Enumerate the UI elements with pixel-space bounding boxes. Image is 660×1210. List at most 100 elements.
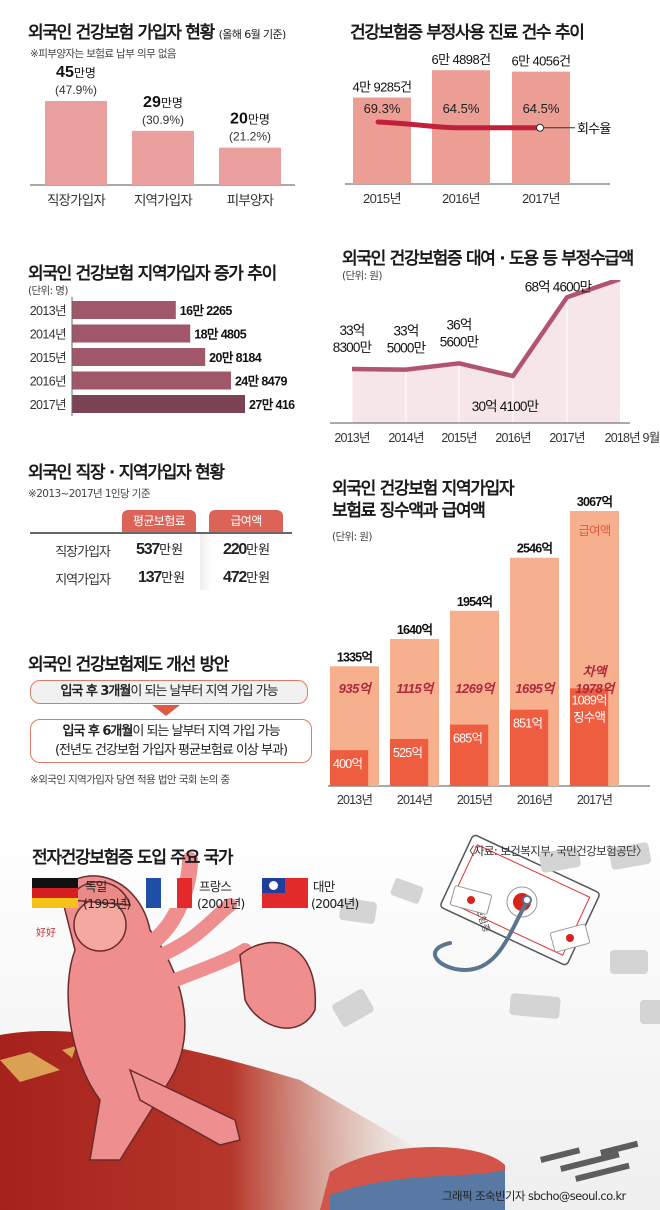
improvement-note: ※외국인 지역가입자 당연 적용 법안 국회 논의 중 <box>30 774 230 786</box>
chart6-collection-label: 851억 <box>513 717 542 731</box>
chart3-bar <box>72 301 176 319</box>
chart4-plot: 2013년 2014년 2015년 2016년 2017년 2018년 9월 33억 8300… <box>330 280 660 445</box>
chart6-difference-label: 935억 <box>339 681 373 696</box>
chart3-bar <box>72 395 245 413</box>
cell-unit: 만원 <box>246 543 271 558</box>
chart6-difference-label: 1695억 <box>515 681 556 696</box>
table-column-shadow <box>200 534 212 590</box>
chart3-bar <box>72 348 206 366</box>
chart1-title-text: 외국인 건강보험 가입자 현황 <box>28 23 215 43</box>
illustration-background: 건강보험증 好好 <box>0 820 660 1210</box>
table-header-benefit: 급여액 <box>209 510 283 532</box>
table-header-premium: 평균보험료 <box>122 510 196 532</box>
chart3-category-label: 2017년 <box>30 398 66 412</box>
chart3-unit: (단위: 명) <box>28 285 68 297</box>
chart1-subtitle: (올해 6월 기준) <box>218 28 287 41</box>
chart1-category-label: 피부양자 <box>227 193 275 208</box>
chart4-value-label: 33억 <box>393 324 418 339</box>
chart6-legend-collection: 징수액 <box>573 710 605 724</box>
cell-number: 537 <box>136 541 160 558</box>
chart6-collection-label: 525억 <box>393 746 422 760</box>
chart6-legend-difference: 차액 <box>583 664 609 679</box>
chart6-legend-benefit: 급여액 <box>578 524 610 538</box>
chart6-collection-bar <box>510 709 549 786</box>
chart4-title: 외국인 건강보험증 대여 · 도용 등 부정수급액 <box>342 249 634 269</box>
chart1-percent-label: (30.9%) <box>142 113 184 127</box>
stethoscope-head-icon <box>522 895 532 905</box>
chart6-benefit-label: 1640억 <box>397 623 433 637</box>
chart1-bar <box>132 130 194 185</box>
countries-title: 전자건강보험증 도입 주요 국가 <box>32 848 234 868</box>
table-cell-benefit: 472만원 <box>223 567 270 587</box>
after-rest-text: 이 되는 날부터 지역 가입 가능 <box>132 724 280 739</box>
chart1-plot: 45만명 (47.9%) 직장가입자 29만명 (30.9%) 지역가입자 20만명 (21.… <box>30 64 295 208</box>
chart3-value-label: 18만 4805 <box>194 327 247 342</box>
chart3-value-label: 27만 416 <box>249 397 295 412</box>
chart2-value-label: 4만 9285건 <box>353 80 412 95</box>
chart2-rate-label: 64.5% <box>523 101 560 116</box>
country-name: 독일 <box>85 879 107 894</box>
chart1-value-label: 29만명 <box>143 94 183 111</box>
cell-number: 137 <box>138 569 162 586</box>
korea-flag-blue <box>330 1170 505 1210</box>
after-bold-text: 입국 후 6개월 <box>62 724 133 739</box>
chart3-category-label: 2015년 <box>30 351 66 365</box>
chart4-value-label: 68억 4600만 <box>525 280 592 294</box>
country-year: (2004년) <box>311 896 359 911</box>
chart3-value-label: 16만 2265 <box>180 303 233 318</box>
chart6-category-label: 2014년 <box>397 793 433 807</box>
chart4-area <box>352 280 620 423</box>
chart1-value-label: 20만명 <box>230 111 270 128</box>
table-cell-benefit: 220만원 <box>223 539 270 559</box>
taiwan-flag-icon <box>262 878 308 908</box>
source-text: 〈자료: 보건복지부, 국민건강보험공단〉 <box>463 844 648 858</box>
chart3-value-label: 20만 8184 <box>209 350 262 365</box>
chart3-title: 외국인 건강보험 지역가입자 증가 추이 <box>28 264 277 284</box>
chart2-category-label: 2015년 <box>363 191 401 206</box>
chart1-note: ※피부양자는 보험료 납부 의무 없음 <box>30 48 177 60</box>
chart6-collection-label: 1089억 <box>571 693 606 707</box>
chart6-collection-label: 685억 <box>453 732 482 746</box>
trigram-icon <box>540 1140 639 1182</box>
chart6-collection-label: 400억 <box>333 757 362 771</box>
cell-number: 220 <box>223 541 247 558</box>
chart6-category-label: 2015년 <box>457 793 493 807</box>
chart2-bar <box>353 97 411 184</box>
chart4-category-label: 2015년 <box>441 431 477 445</box>
figure-text: 好好 <box>36 927 56 939</box>
chart6-category-label: 2017년 <box>577 793 613 807</box>
chart1-percent-label: (47.9%) <box>55 83 97 97</box>
chart2-category-label: 2016년 <box>442 191 480 206</box>
chart2-rate-line <box>375 119 543 131</box>
chart3-bar <box>72 324 191 343</box>
cell-number: 472 <box>223 569 247 586</box>
chart6-unit: (단위: 원) <box>332 531 372 543</box>
chart4-category-label: 2018년 9월 <box>605 431 660 445</box>
chart6-title: 외국인 건강보험 지역가입자 보험료 징수액과 급여액 <box>332 478 515 522</box>
chart6-benefit-label: 1335억 <box>337 650 373 664</box>
table-title: 외국인 직장 · 지역가입자 현황 <box>28 463 225 483</box>
chart4-value-label: 33억 <box>339 323 364 338</box>
table-row-label: 직장가입자 <box>55 545 111 560</box>
chart2-legend-label: 회수율 <box>577 121 611 136</box>
chart6-category-label: 2013년 <box>337 793 373 807</box>
chart6-difference-label: 1978억 <box>575 681 616 696</box>
chart2-rate-point <box>536 123 544 132</box>
chart4-value-label: 5600만 <box>440 334 479 349</box>
chart3-value-label: 24만 8479 <box>235 374 288 389</box>
chart1-category-label: 지역가입자 <box>134 193 193 208</box>
chart2-value-label: 6만 4056건 <box>512 54 571 69</box>
chart6-collection-bar <box>330 750 369 786</box>
chart4-value-label: 36억 <box>446 317 471 332</box>
chart6-difference-label: 1269억 <box>455 681 496 696</box>
table-row-label: 지역가입자 <box>55 573 111 588</box>
chart6-title-line2: 보험료 징수액과 급여액 <box>332 501 486 521</box>
chart6-collection-bar <box>390 738 429 786</box>
country-year: (1993년) <box>83 896 131 911</box>
chart4-value-label: 5000만 <box>387 341 426 356</box>
money-icon <box>332 842 660 1027</box>
chart4-category-label: 2014년 <box>388 431 424 445</box>
chart4-unit: (단위: 원) <box>342 270 382 282</box>
chart4-category-label: 2013년 <box>334 431 370 445</box>
france-flag-icon <box>146 878 192 908</box>
